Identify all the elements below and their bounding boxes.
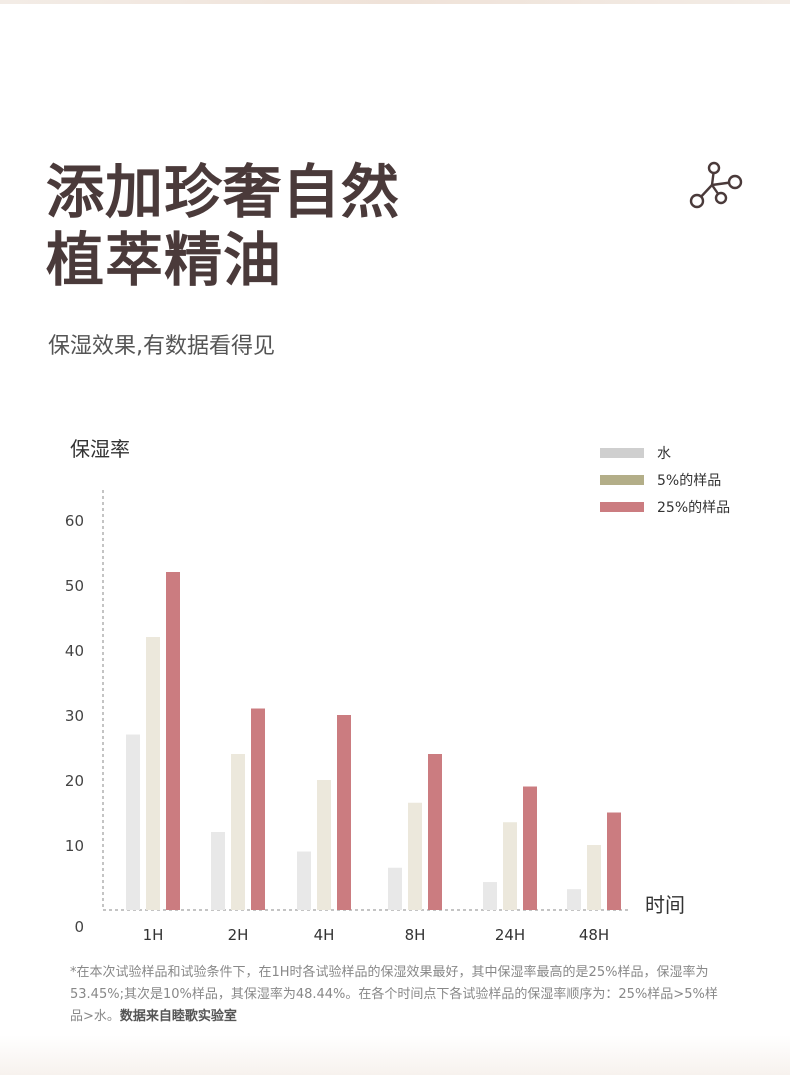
bar [297,851,311,910]
y-tick-label: 20 [65,772,84,790]
x-axis-label: 时间 [645,893,685,917]
bar [146,637,160,910]
x-tick-label: 8H [405,926,426,944]
title-line-1: 添加珍奢自然 [46,158,401,226]
bar [231,754,245,910]
bar [211,832,225,910]
x-tick-label: 24H [495,926,525,944]
footnote-source: 数据来自睦歌实验室 [119,1009,237,1024]
legend-label: 25%的样品 [657,500,730,516]
legend-swatch [600,448,644,458]
bar [567,889,581,910]
x-tick-label: 48H [579,926,609,944]
bar [607,812,621,910]
bottom-fade [0,1035,790,1075]
bar [503,822,517,910]
footnote: *在本次试验样品和试验条件下，在1H时各试验样品的保湿效果最好，其中保湿率最高的… [70,962,730,1028]
y-tick-label: 30 [65,707,84,725]
y-tick-label: 10 [65,837,84,855]
x-tick-label: 1H [143,926,164,944]
y-tick-label: 40 [65,642,84,660]
x-tick-label: 2H [228,926,249,944]
subtitle: 保湿效果,有数据看得见 [48,334,275,359]
bar [166,572,180,910]
legend-label: 水 [657,446,671,462]
bar [408,802,422,910]
page-title: 添加珍奢自然 植萃精油 [46,158,400,294]
y-axis-label: 保湿率 [70,437,130,461]
bar [388,867,402,910]
y-tick-label: 0 [74,918,84,936]
bar [126,734,140,910]
bar [483,882,497,910]
legend-swatch [600,475,644,485]
y-tick-label: 50 [65,577,84,595]
bar [523,786,537,910]
top-border [0,0,790,4]
bar [428,754,442,910]
bar [317,780,331,910]
footnote-text: *在本次试验样品和试验条件下，在1H时各试验样品的保湿效果最好，其中保湿率最高的… [70,965,718,1024]
bar [587,845,601,910]
x-tick-label: 4H [314,926,335,944]
bar [337,715,351,910]
legend-label: 5%的样品 [657,473,721,489]
y-tick-label: 60 [65,512,84,530]
legend-swatch [600,502,644,512]
bar [251,708,265,910]
title-line-2: 植萃精油 [46,226,283,294]
molecule-icon [689,161,743,209]
